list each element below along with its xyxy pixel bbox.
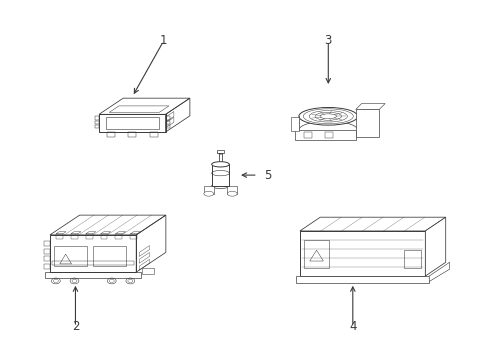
Bar [45,272,141,278]
Bar [106,117,159,129]
Bar [296,276,429,283]
Bar [360,122,373,132]
Bar [218,150,223,153]
Bar [304,240,329,268]
Bar [166,125,170,129]
Bar [100,234,107,239]
Text: 2: 2 [72,320,79,333]
Bar [356,109,379,137]
Bar [128,132,136,137]
Ellipse shape [212,162,229,167]
Bar [52,261,134,265]
Bar [95,116,99,120]
Bar [325,132,333,138]
Bar [204,186,214,194]
Bar [44,241,50,246]
Ellipse shape [299,108,358,125]
Polygon shape [300,217,446,231]
Ellipse shape [204,191,214,196]
Bar [44,264,50,269]
Bar [362,114,368,120]
Bar [304,132,312,138]
Bar [99,114,166,132]
Text: 5: 5 [264,168,271,181]
Bar [95,125,99,129]
Polygon shape [295,130,356,140]
Text: 3: 3 [324,34,332,48]
Bar [142,268,154,274]
Bar [44,249,50,253]
Bar [116,234,122,239]
Bar [71,234,77,239]
Text: 4: 4 [349,320,357,333]
Bar [150,132,158,137]
Bar [227,186,237,194]
Bar [300,231,425,276]
Bar [50,235,136,272]
Polygon shape [429,262,450,282]
Polygon shape [356,104,385,109]
Bar [404,250,421,268]
Polygon shape [291,117,299,131]
Ellipse shape [218,151,223,154]
Bar [212,164,229,186]
Bar [44,256,50,261]
Bar [166,121,170,124]
Bar [107,132,115,137]
Bar [130,234,137,239]
Ellipse shape [212,183,229,189]
Bar [95,121,99,124]
Ellipse shape [227,191,237,196]
Bar [86,234,93,239]
Bar [93,246,126,266]
Bar [166,116,170,120]
Bar [54,246,87,266]
Text: 1: 1 [160,34,168,48]
Bar [56,234,63,239]
Polygon shape [425,217,446,276]
